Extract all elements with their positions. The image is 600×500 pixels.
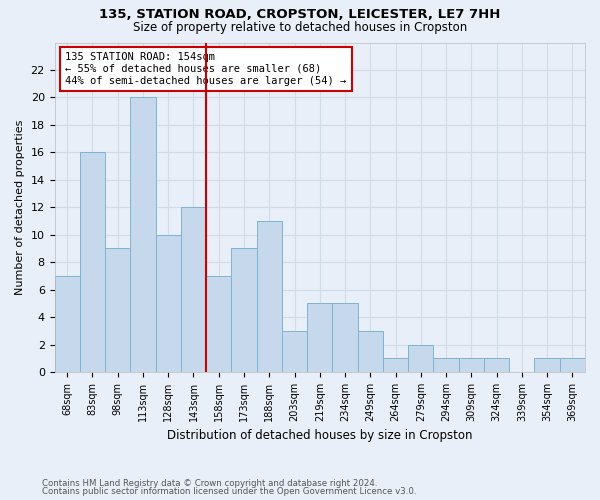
Bar	[105, 248, 130, 372]
Bar	[484, 358, 509, 372]
Bar	[181, 208, 206, 372]
Bar	[155, 234, 181, 372]
Text: 135 STATION ROAD: 154sqm
← 55% of detached houses are smaller (68)
44% of semi-d: 135 STATION ROAD: 154sqm ← 55% of detach…	[65, 52, 346, 86]
X-axis label: Distribution of detached houses by size in Cropston: Distribution of detached houses by size …	[167, 430, 473, 442]
Bar	[257, 221, 282, 372]
Bar	[206, 276, 232, 372]
Bar	[433, 358, 458, 372]
Bar	[130, 98, 155, 372]
Bar	[332, 304, 358, 372]
Bar	[282, 331, 307, 372]
Text: Contains public sector information licensed under the Open Government Licence v3: Contains public sector information licen…	[42, 487, 416, 496]
Bar	[408, 344, 433, 372]
Bar	[383, 358, 408, 372]
Bar	[458, 358, 484, 372]
Bar	[535, 358, 560, 372]
Text: Contains HM Land Registry data © Crown copyright and database right 2024.: Contains HM Land Registry data © Crown c…	[42, 478, 377, 488]
Bar	[232, 248, 257, 372]
Text: Size of property relative to detached houses in Cropston: Size of property relative to detached ho…	[133, 21, 467, 34]
Text: 135, STATION ROAD, CROPSTON, LEICESTER, LE7 7HH: 135, STATION ROAD, CROPSTON, LEICESTER, …	[100, 8, 500, 20]
Bar	[358, 331, 383, 372]
Y-axis label: Number of detached properties: Number of detached properties	[15, 120, 25, 295]
Bar	[55, 276, 80, 372]
Bar	[560, 358, 585, 372]
Bar	[80, 152, 105, 372]
Bar	[307, 304, 332, 372]
